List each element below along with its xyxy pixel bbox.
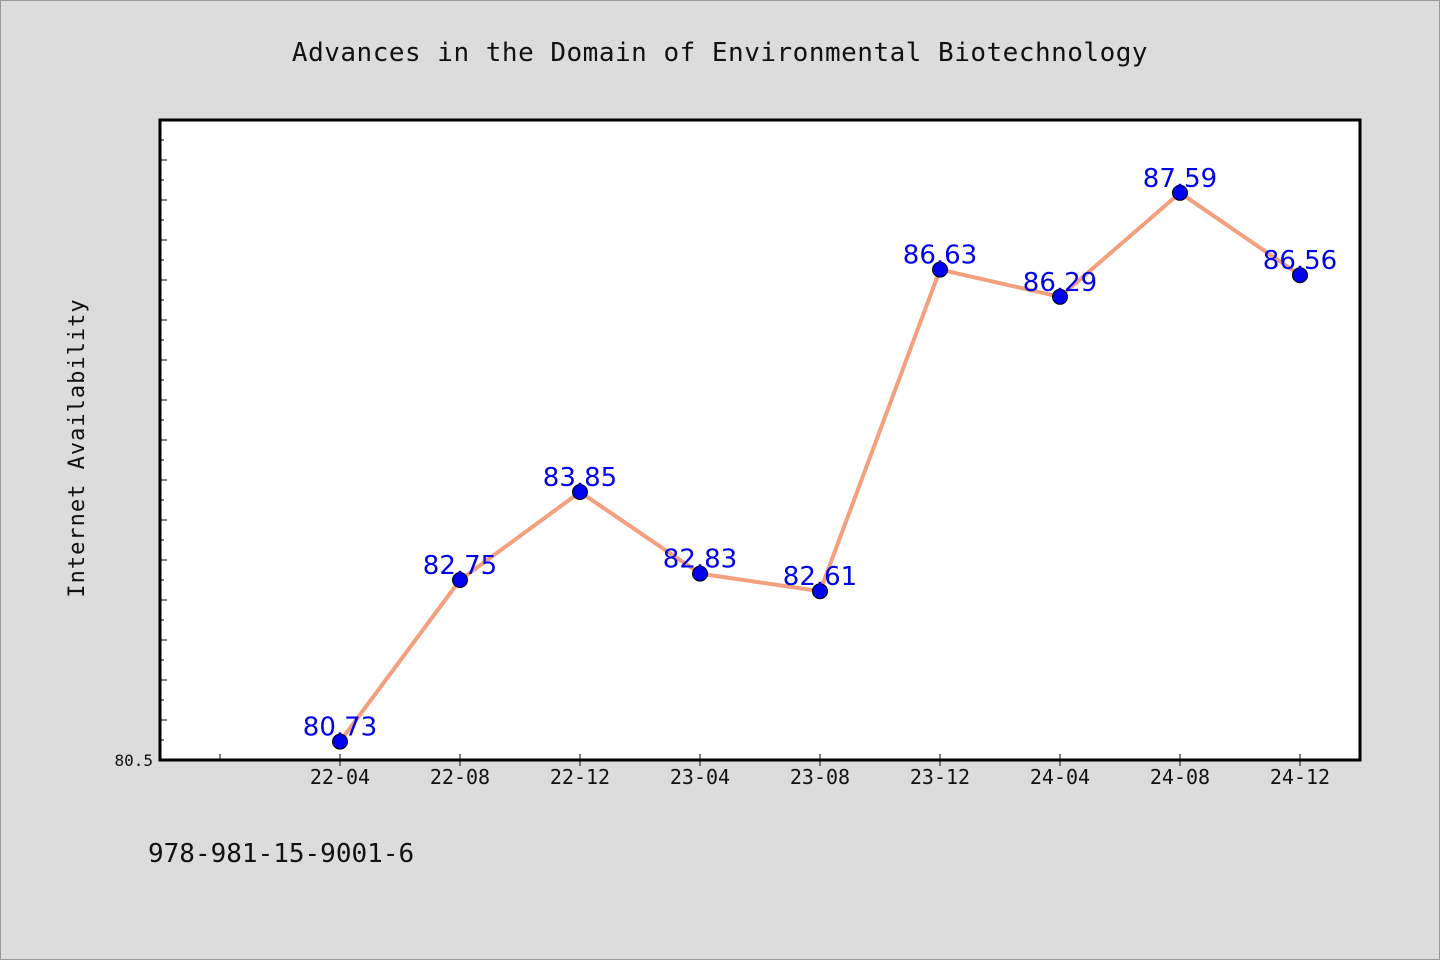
data-point [1292, 267, 1308, 284]
data-label: 86.56 [1263, 246, 1337, 276]
x-tick-label: 24-04 [1030, 765, 1090, 789]
x-tick-label: 24-12 [1270, 765, 1330, 789]
data-point [452, 572, 468, 588]
chart-title: Advances in the Domain of Environmental … [292, 38, 1148, 68]
y-axis-label: Internet Availability [65, 298, 90, 597]
data-label: 86.63 [903, 241, 977, 271]
y-axis-ticks [160, 119, 167, 761]
data-label: 82.61 [783, 562, 857, 592]
x-tick-label: 23-08 [790, 765, 850, 789]
x-tick-label: 23-04 [670, 765, 730, 789]
x-axis-ticks: 22-04 22-08 22-12 23-04 23-08 23-12 24-04 24-08… [219, 754, 1330, 789]
x-tick-label: 22-04 [310, 765, 370, 789]
y-tick-label: 80.5 [114, 751, 153, 770]
data-point [812, 583, 828, 600]
x-tick-label: 22-08 [430, 765, 490, 789]
plot-area [158, 118, 1362, 762]
data-point [692, 565, 708, 582]
data-point [1052, 288, 1068, 305]
data-point [932, 261, 948, 278]
x-tick-label: 24-08 [1150, 765, 1210, 789]
data-label: 87.59 [1143, 164, 1217, 194]
x-tick-label: 22-12 [550, 765, 610, 789]
data-label: 86.29 [1023, 268, 1097, 298]
data-label: 83.85 [543, 463, 617, 493]
data-point [332, 733, 348, 750]
series-line-group: 80.73 82.75 83.85 82.83 82.61 86.63 86.29 87.59… [303, 164, 1337, 750]
x-tick-label: 23-12 [910, 765, 970, 789]
data-point [572, 484, 588, 500]
data-label: 80.73 [303, 713, 377, 743]
isbn-footer: 978-981-15-9001-6 [148, 839, 414, 869]
data-label: 82.83 [663, 545, 737, 575]
data-label: 82.75 [423, 551, 497, 581]
data-point [1172, 184, 1188, 201]
